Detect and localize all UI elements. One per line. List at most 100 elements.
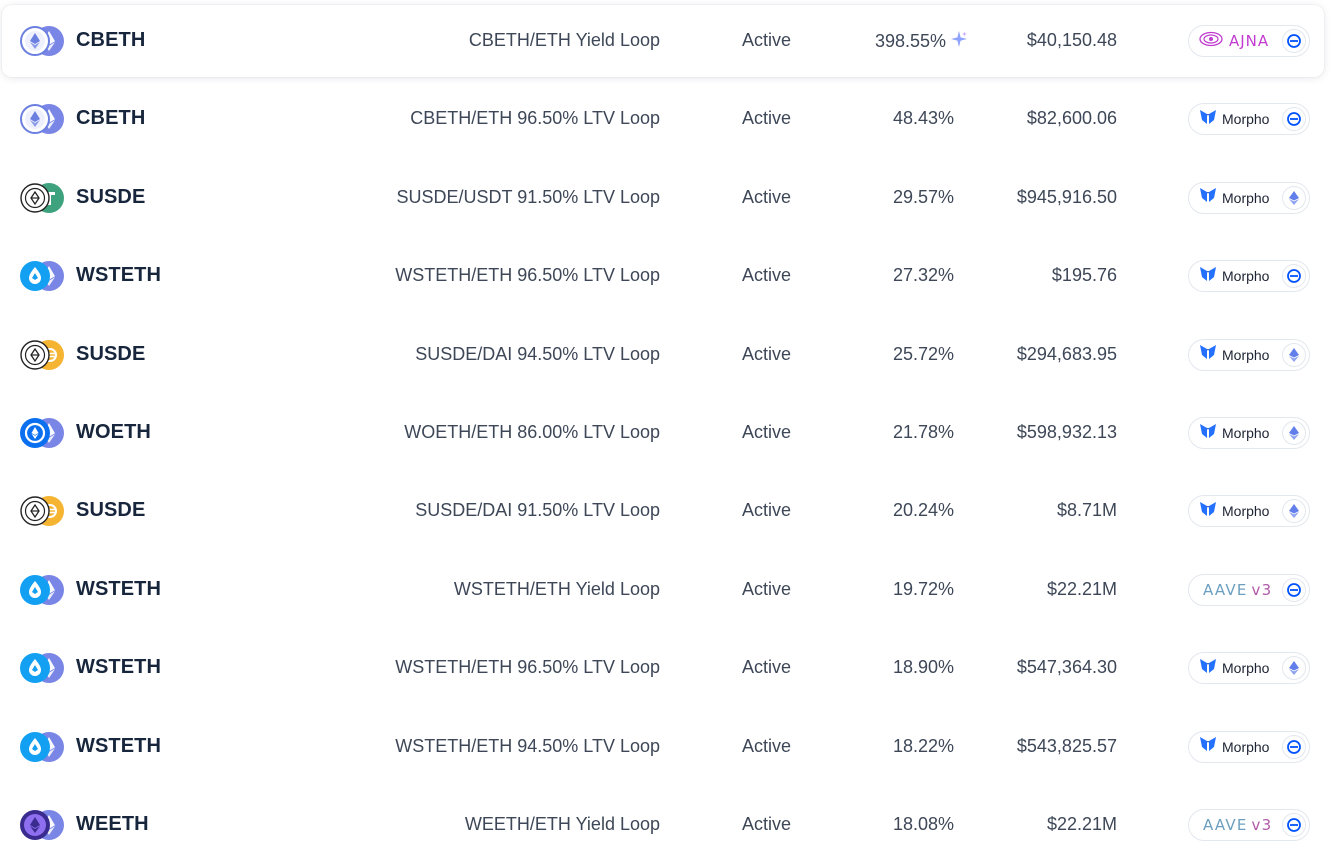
- protocol-name: AAVE: [1203, 580, 1248, 599]
- base-chain-icon: [1282, 29, 1306, 53]
- cbeth-token-icon: [20, 104, 50, 135]
- apy-value: 19.72%: [893, 579, 954, 600]
- status-label: Active: [742, 500, 792, 521]
- token-pair-icons: [20, 810, 66, 840]
- strategy-row[interactable]: CBETH CBETH/ETH Yield Loop Active 398.55% $4…: [2, 5, 1324, 77]
- wsteth-token-icon: [20, 574, 50, 605]
- morpho-icon: [1199, 423, 1217, 444]
- protocol-badge-morpho[interactable]: Morpho: [1188, 652, 1310, 685]
- token-name: SUSDE: [76, 342, 146, 365]
- apy-value: 29.57%: [893, 187, 954, 208]
- apy-text: 18.22%: [892, 735, 954, 756]
- apy-text: 48.43%: [892, 108, 954, 129]
- strategy-row[interactable]: SUSDE SUSDE/DAI 91.50% LTV Loop Active 20.2…: [2, 475, 1324, 547]
- status-label: Active: [742, 735, 792, 756]
- status-label: Active: [742, 343, 792, 364]
- base-chain-icon: [1282, 264, 1306, 289]
- base-chain-icon: [1282, 577, 1306, 602]
- morpho-logo: Morpho: [1189, 104, 1269, 134]
- tvl-value: $543,825.57: [1016, 735, 1117, 756]
- morpho-icon: [1199, 344, 1217, 365]
- status-label: Active: [742, 108, 792, 129]
- aave-logo: AAVE v3: [1189, 810, 1272, 840]
- morpho-icon: [1199, 501, 1217, 522]
- apy-value: 25.72%: [893, 344, 954, 365]
- apy-value: 27.32%: [893, 265, 954, 286]
- protocol-label: AAVE v3: [1203, 816, 1272, 834]
- strategy-row[interactable]: WOETH WOETH/ETH 86.00% LTV Loop Active 21.7…: [2, 397, 1324, 469]
- strategy-name: WSTETH/ETH Yield Loop: [453, 578, 660, 599]
- apy-text: 29.57%: [892, 186, 954, 207]
- protocol-badge-aave[interactable]: AAVE v3: [1188, 809, 1310, 841]
- token-pair-icons: [20, 496, 66, 527]
- aave-logo: AAVE v3: [1189, 575, 1272, 605]
- base-chain-icon: [1282, 107, 1306, 132]
- tvl-value: $22.21M: [1046, 814, 1117, 834]
- token-name: WEETH: [76, 813, 149, 835]
- tvl-value: $195.76: [1051, 265, 1117, 286]
- protocol-name: AAVE: [1203, 816, 1248, 834]
- cbeth-token-icon: [20, 26, 50, 56]
- protocol-badge-morpho[interactable]: Morpho: [1188, 495, 1310, 528]
- token-pair-icons: [20, 731, 66, 762]
- apy-text: 18.08%: [892, 814, 954, 834]
- strategy-row[interactable]: SUSDE SUSDE/DAI 94.50% LTV Loop Active 25.7…: [2, 319, 1324, 391]
- strategy-row[interactable]: WEETH WEETH/ETH Yield Loop Active 18.08% $22…: [2, 789, 1324, 860]
- weeth-token-icon: [20, 810, 50, 840]
- token-pair-icons: [20, 182, 66, 213]
- protocol-version: v3: [1251, 580, 1273, 599]
- protocol-label: AJNA: [1229, 32, 1270, 50]
- apy-text: 21.78%: [892, 422, 954, 442]
- strategy-name: WSTETH/ETH 94.50% LTV Loop: [395, 735, 660, 756]
- strategy-row[interactable]: SUSDE SUSDE/USDT 91.50% LTV Loop Active 29.…: [2, 162, 1324, 234]
- ajna-logo: AJNA: [1189, 26, 1269, 56]
- base-chain-icon: [1282, 813, 1306, 837]
- protocol-badge-morpho[interactable]: Morpho: [1188, 181, 1310, 214]
- strategy-row[interactable]: WSTETH WSTETH/ETH 96.50% LTV Loop Active 18…: [2, 632, 1324, 704]
- strategy-row[interactable]: WSTETH WSTETH/ETH 96.50% LTV Loop Active 27…: [2, 240, 1324, 312]
- protocol-badge-ajna[interactable]: AJNA: [1188, 25, 1310, 57]
- protocol-badge-morpho[interactable]: Morpho: [1188, 103, 1310, 136]
- apy-text: 27.32%: [892, 265, 954, 286]
- base-chain-icon: [1282, 734, 1306, 759]
- apy-value: 21.78%: [893, 422, 954, 443]
- protocol-label: Morpho: [1222, 111, 1270, 128]
- token-pair-icons: [20, 574, 66, 605]
- apy-text: 20.24%: [892, 500, 954, 521]
- apy-value: 20.24%: [893, 500, 954, 521]
- apy-value: 18.90%: [893, 657, 954, 678]
- token-pair-icons: [20, 104, 66, 135]
- token-name: CBETH: [76, 107, 146, 130]
- protocol-badge-morpho[interactable]: Morpho: [1188, 338, 1310, 371]
- protocol-version: v3: [1251, 816, 1273, 834]
- strategy-row[interactable]: WSTETH WSTETH/ETH Yield Loop Active 19.72% $…: [2, 554, 1324, 626]
- protocol-label: AAVE v3: [1203, 581, 1272, 599]
- strategy-row[interactable]: WSTETH WSTETH/ETH 94.50% LTV Loop Active 18…: [2, 711, 1324, 783]
- strategy-name: CBETH/ETH 96.50% LTV Loop: [410, 108, 660, 129]
- status-label: Active: [742, 814, 792, 834]
- protocol-label: Morpho: [1222, 268, 1270, 285]
- susde-token-icon: [20, 496, 50, 527]
- tvl-value: $22.21M: [1046, 578, 1117, 599]
- protocol-badge-aave[interactable]: AAVE v3: [1188, 573, 1310, 606]
- wsteth-token-icon: [20, 653, 50, 684]
- strategy-name: SUSDE/DAI 91.50% LTV Loop: [415, 500, 660, 521]
- strategy-name: WOETH/ETH 86.00% LTV Loop: [404, 422, 660, 442]
- morpho-icon: [1199, 109, 1217, 130]
- protocol-label: Morpho: [1222, 346, 1270, 363]
- apy-value: 48.43%: [893, 108, 954, 129]
- ethereum-chain-icon: [1282, 421, 1306, 445]
- ethereum-chain-icon: [1282, 185, 1306, 210]
- woeth-token-icon: [20, 418, 50, 448]
- wsteth-token-icon: [20, 261, 50, 292]
- protocol-badge-morpho[interactable]: Morpho: [1188, 260, 1310, 293]
- strategy-row[interactable]: CBETH CBETH/ETH 96.50% LTV Loop Active 48.4…: [2, 83, 1324, 155]
- protocol-badge-morpho[interactable]: Morpho: [1188, 417, 1310, 449]
- strategy-name: WSTETH/ETH 96.50% LTV Loop: [395, 657, 660, 678]
- protocol-badge-morpho[interactable]: Morpho: [1188, 730, 1310, 763]
- status-label: Active: [742, 422, 792, 442]
- token-name: WSTETH: [76, 264, 162, 287]
- morpho-icon: [1199, 658, 1217, 679]
- tvl-value: $294,683.95: [1016, 343, 1117, 364]
- ethereum-chain-icon: [1282, 342, 1306, 367]
